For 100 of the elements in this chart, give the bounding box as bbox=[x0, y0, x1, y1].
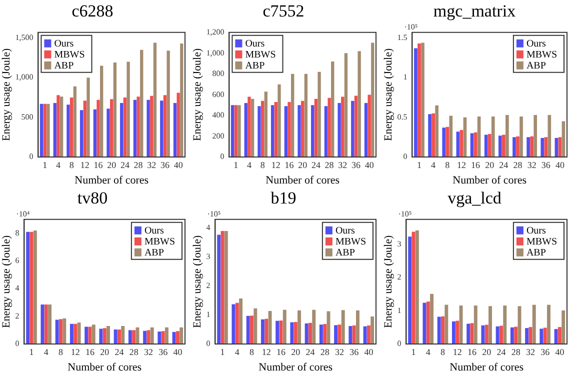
x-tick-label: 12 bbox=[80, 160, 90, 170]
x-tick-label: 12 bbox=[70, 346, 80, 357]
y-tick-label: 1 bbox=[206, 310, 210, 320]
y-tick-label: 0 bbox=[29, 152, 34, 162]
bar bbox=[230, 105, 234, 157]
bar bbox=[291, 74, 294, 157]
x-tick-label: 28 bbox=[134, 160, 144, 170]
bar bbox=[298, 105, 301, 157]
bar bbox=[173, 103, 177, 157]
bar bbox=[114, 329, 118, 344]
x-tick-label: 4 bbox=[246, 160, 252, 170]
x-tick-label: 40 bbox=[173, 346, 183, 357]
legend-label: MBWS bbox=[526, 236, 557, 248]
bar bbox=[161, 331, 165, 344]
y-tick-label: 3 bbox=[397, 239, 402, 248]
legend-label: Ours bbox=[526, 38, 546, 50]
bar bbox=[422, 302, 426, 344]
text: ·10⁵ bbox=[398, 209, 412, 218]
x-tick-label: 40 bbox=[364, 160, 374, 170]
bar bbox=[442, 128, 446, 157]
bar bbox=[312, 310, 316, 344]
x-tick-label: 12 bbox=[456, 160, 466, 170]
bar bbox=[264, 92, 268, 157]
chart-title: mgc_matrix bbox=[433, 2, 516, 21]
x-tick-label: 8 bbox=[69, 160, 74, 170]
bar bbox=[540, 138, 544, 157]
x-tick-label: 32 bbox=[334, 346, 344, 357]
bar bbox=[344, 53, 348, 157]
y-tick-label: 400 bbox=[212, 110, 224, 120]
bar bbox=[506, 114, 509, 157]
x-tick-label: 32 bbox=[526, 346, 535, 357]
bar bbox=[88, 326, 92, 344]
legend-label: MBWS bbox=[144, 236, 175, 248]
bar bbox=[146, 330, 150, 344]
bar bbox=[96, 100, 100, 157]
bar bbox=[100, 66, 104, 157]
y-tick-label: 1 bbox=[397, 306, 402, 315]
bar bbox=[46, 104, 50, 157]
x-tick-label: 20 bbox=[485, 160, 495, 170]
bar bbox=[540, 328, 544, 344]
bar bbox=[304, 323, 308, 344]
x-tick-label: 28 bbox=[324, 160, 334, 170]
bar bbox=[364, 103, 368, 157]
bar bbox=[331, 61, 334, 157]
x-axis-title: Number of cores bbox=[266, 174, 340, 186]
y-axis-title: Energy usage (Joule) bbox=[382, 235, 394, 328]
bar bbox=[311, 105, 314, 157]
y-tick-label: 0 bbox=[397, 339, 402, 348]
bar bbox=[278, 84, 281, 157]
x-tick-label: 4 bbox=[56, 160, 61, 170]
x-tick-label: 16 bbox=[276, 346, 286, 357]
bar bbox=[491, 116, 495, 157]
bar bbox=[496, 326, 500, 344]
bar bbox=[133, 100, 137, 157]
bar bbox=[338, 324, 342, 344]
x-axis-title: Number of cores bbox=[450, 361, 524, 374]
bar bbox=[84, 326, 88, 344]
bar bbox=[158, 332, 162, 344]
bar bbox=[146, 100, 150, 157]
y-tick-label: 4 bbox=[15, 284, 20, 293]
x-tick-label: 24 bbox=[120, 160, 130, 170]
bar bbox=[274, 102, 278, 157]
bar bbox=[356, 310, 360, 344]
y-tick-label: 800 bbox=[212, 69, 224, 78]
bar bbox=[370, 316, 374, 344]
bar bbox=[86, 78, 90, 157]
bar bbox=[474, 305, 478, 344]
bar bbox=[314, 98, 318, 157]
chart-title: tv80 bbox=[77, 188, 108, 208]
y-tick-label: 0 bbox=[15, 339, 20, 348]
bar bbox=[270, 105, 274, 157]
bar bbox=[432, 113, 435, 157]
bar bbox=[328, 98, 331, 157]
bar bbox=[318, 72, 321, 157]
bar bbox=[323, 324, 327, 344]
legend-label: ABP bbox=[526, 248, 546, 259]
x-tick-label: 24 bbox=[306, 346, 316, 357]
bar bbox=[368, 94, 371, 157]
bar bbox=[301, 100, 304, 157]
bar bbox=[499, 326, 503, 344]
x-tick-label: 24 bbox=[496, 346, 506, 357]
bar bbox=[488, 134, 492, 157]
bar bbox=[153, 42, 157, 157]
bar bbox=[123, 97, 127, 157]
x-tick-label: 28 bbox=[511, 346, 521, 357]
bar bbox=[558, 327, 562, 344]
bar bbox=[484, 324, 488, 344]
x-tick-label: 20 bbox=[298, 160, 308, 170]
bar bbox=[544, 137, 548, 157]
bar bbox=[351, 100, 354, 157]
x-tick-label: 36 bbox=[351, 160, 361, 170]
legend-label: Ours bbox=[54, 38, 74, 50]
bar bbox=[264, 318, 268, 344]
x-tick-label: 8 bbox=[249, 346, 254, 357]
chart-title: c6288 bbox=[72, 2, 114, 21]
bar bbox=[334, 325, 338, 344]
bar bbox=[40, 304, 44, 344]
bar bbox=[176, 92, 180, 157]
bar bbox=[244, 103, 248, 157]
x-tick-label: 40 bbox=[174, 160, 184, 170]
